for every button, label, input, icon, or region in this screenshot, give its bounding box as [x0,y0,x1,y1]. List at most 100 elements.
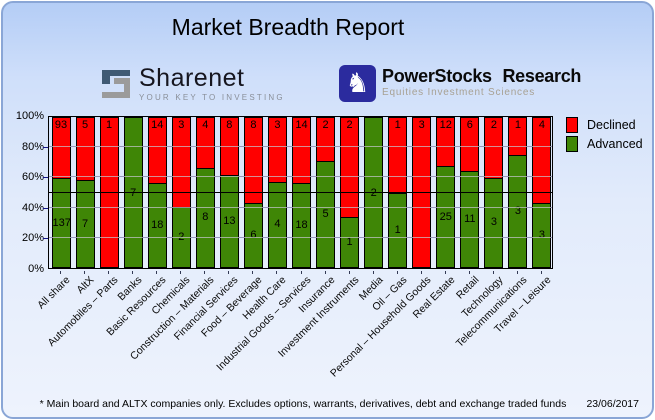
advanced-count: 1 [346,236,353,249]
declined-segment [485,118,503,178]
bar-industrial-goods-services: 14 18 [292,117,311,268]
declined-count: 3 [418,119,425,131]
declined-count: 1 [106,119,113,131]
declined-segment [437,118,455,167]
x-tick [84,271,86,274]
fifty-percent-line [49,191,552,193]
x-tick [396,271,398,274]
bar-basic-resources: 14 18 [147,117,167,268]
declined-segment [148,118,166,184]
advanced-count: 6 [250,229,257,242]
x-tick [108,271,110,274]
declined-segment [293,118,310,184]
x-tick [276,271,278,274]
advanced-count: 11 [464,212,476,225]
gridline-overlay [49,206,552,208]
advanced-count: 7 [82,217,89,230]
y-label: 60% [21,171,44,184]
powerstocks-logo: ♞ PowerStocks Research Equities Investme… [339,65,581,102]
advanced-segment [533,203,551,267]
bar-personal-household-goods: 3 [412,117,432,268]
advanced-segment [52,178,70,267]
legend-item-advanced: Advanced [566,136,643,152]
declined-segment [196,118,214,168]
bar-chemicals: 32 [171,117,191,268]
x-tick [252,271,254,274]
advanced-count: 18 [151,219,164,232]
advanced-segment [389,192,407,267]
gridline-overlay [49,176,552,178]
powerstocks-tagline: Equities Investment Sciences [382,87,536,98]
bar-banks: 7 [123,117,143,268]
advanced-count: 2 [370,186,377,199]
report-title: Market Breadth Report [171,14,405,40]
x-tick [300,271,302,274]
advanced-segment [509,155,527,267]
bar-automobiles-parts: 1 [99,117,119,268]
advanced-segment [124,118,142,267]
declined-count: 93 [54,119,68,131]
sharenet-name: Sharenet [139,64,245,92]
declined-count: 5 [82,119,89,131]
advanced-segment [220,174,238,267]
declined-segment [172,118,190,208]
legend-item-declined: Declined [566,117,643,133]
bar-all-share: 93 137 [51,117,71,268]
y-label: 0% [28,263,44,275]
declined-count: 14 [151,119,164,131]
x-tick [348,271,350,274]
declined-count: 3 [178,119,185,131]
declined-count: 12 [439,119,452,131]
declined-count: 8 [250,119,257,131]
declined-count: 1 [394,119,401,131]
declined-count: 2 [490,119,497,131]
declined-segment [341,118,359,218]
y-label: 40% [21,201,44,214]
declined-segment [413,118,431,267]
declined-count: 4 [538,119,546,131]
declined-segment [533,118,551,204]
bar-media: 2 [364,117,384,268]
x-tick [492,271,494,274]
declined-segment [509,118,527,156]
legend-label-declined: Declined [587,118,636,132]
bar-real-estate: 12 25 [436,117,456,268]
advanced-segment [485,177,503,267]
declined-count: 4 [202,119,209,131]
declined-segment [76,118,94,181]
x-tick [420,271,422,274]
advanced-count: 7 [130,186,137,199]
advanced-count: 3 [490,216,497,229]
advanced-count: 25 [439,210,452,223]
advanced-segment [148,183,166,267]
x-tick [204,271,206,274]
declined-count: 1 [514,119,521,131]
advanced-count: 3 [538,229,546,242]
advanced-swatch [566,136,578,152]
y-tick [43,146,48,148]
x-tick [444,271,446,274]
sharenet-icon [102,70,130,98]
x-tick [180,271,182,274]
y-tick [43,177,48,179]
declined-count: 6 [466,119,473,131]
advanced-segment [437,166,455,267]
x-tick [60,271,62,274]
sharenet-logo: Sharenet YOUR KEY TO INVESTING [100,65,285,102]
declined-count: 14 [295,119,308,131]
footer-note: * Main board and ALTX companies only. Ex… [39,398,567,410]
x-tick [228,271,230,274]
y-label: 80% [21,140,44,153]
advanced-segment [244,203,262,267]
advanced-segment [461,170,479,267]
x-tick [540,271,542,274]
